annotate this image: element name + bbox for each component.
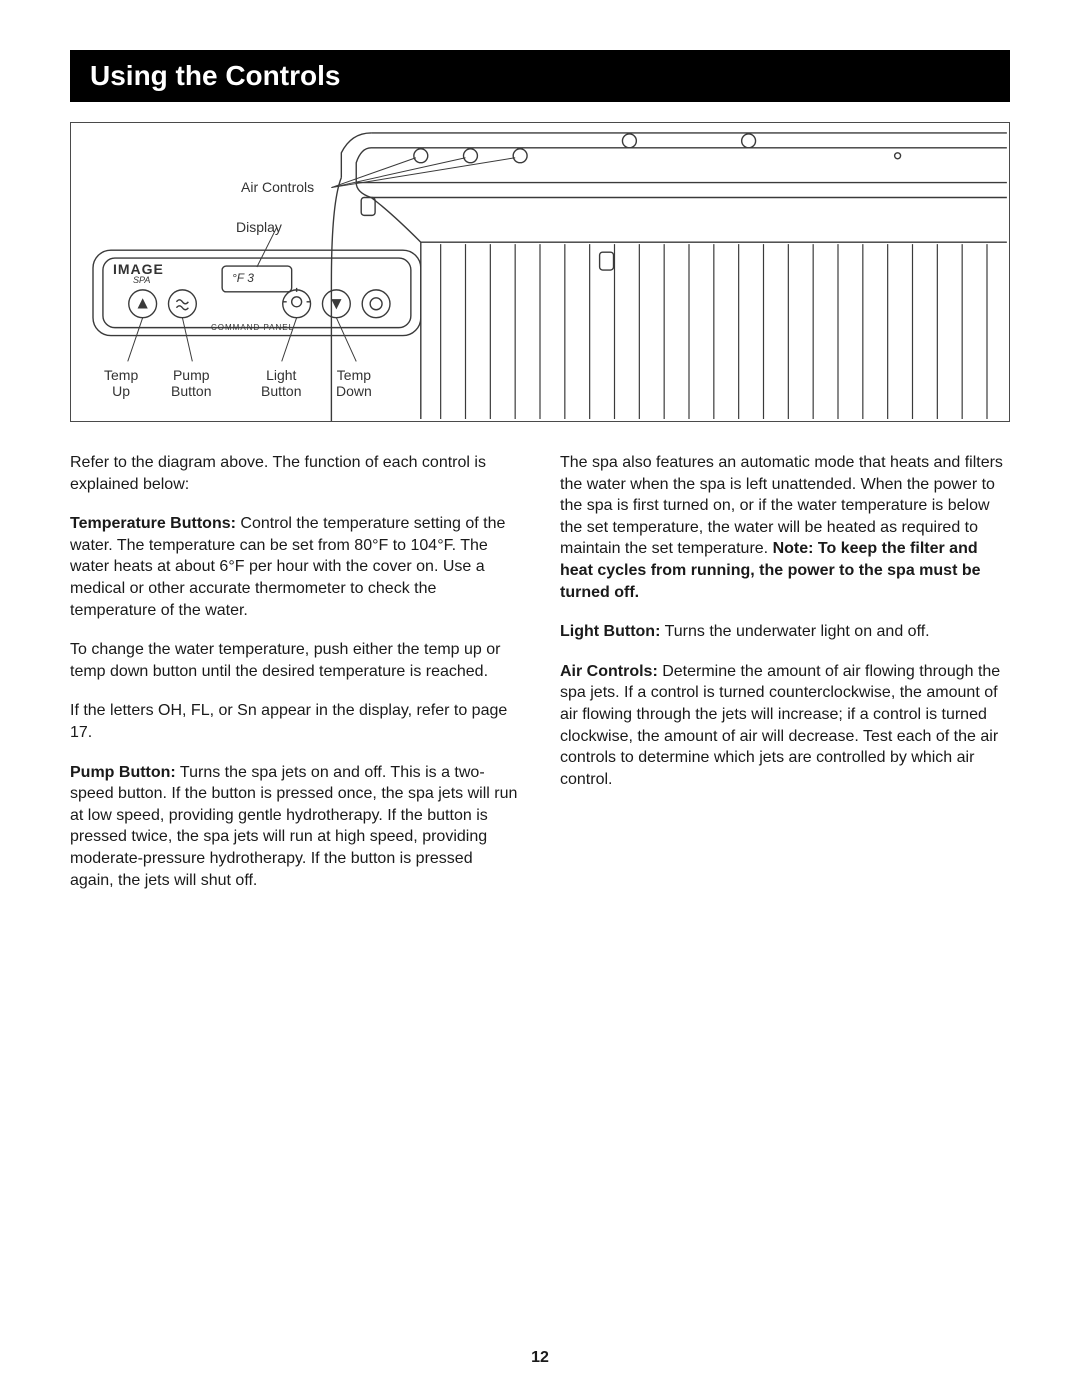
diagram-panel-sub: SPA [133, 275, 150, 285]
diagram-label-temp-down: Temp Down [336, 367, 372, 399]
manual-page: Using the Controls [0, 0, 1080, 1397]
body-paragraph: Refer to the diagram above. The function… [70, 452, 520, 495]
body-paragraph: If the letters OH, FL, or Sn appear in t… [70, 700, 520, 743]
spa-diagram-svg [71, 123, 1009, 421]
body-paragraph: Temperature Buttons: Control the tempera… [70, 513, 520, 621]
diagram-label-temp-up: Temp Up [104, 367, 138, 399]
text-run: Turns the underwater light on and off. [660, 623, 929, 640]
text-run: Turns the spa jets on and off. This is a… [70, 764, 517, 889]
diagram-label-display: Display [236, 219, 282, 235]
text-run: Refer to the diagram above. The function… [70, 454, 486, 493]
diagram-label-light-button: Light Button [261, 367, 301, 399]
body-paragraph: Light Button: Turns the underwater light… [560, 621, 1010, 643]
bold-run: Pump Button: [70, 764, 176, 781]
text-run: Determine the amount of air flowing thro… [560, 663, 1000, 788]
column-right: The spa also features an automatic mode … [560, 452, 1010, 909]
section-title-bar: Using the Controls [70, 50, 1010, 102]
diagram-label-air-controls: Air Controls [241, 179, 314, 195]
body-paragraph: Pump Button: Turns the spa jets on and o… [70, 762, 520, 892]
section-title: Using the Controls [90, 60, 340, 91]
diagram-label-pump-button: Pump Button [171, 367, 211, 399]
bold-run: Light Button: [560, 623, 660, 640]
diagram-display-text: °F 3 [232, 271, 254, 285]
bold-run: Air Controls: [560, 663, 658, 680]
body-paragraph: The spa also features an automatic mode … [560, 452, 1010, 603]
controls-diagram: Air Controls Display Temp Up Pump Button… [70, 122, 1010, 422]
text-run: If the letters OH, FL, or Sn appear in t… [70, 702, 507, 741]
body-paragraph: To change the water temperature, push ei… [70, 639, 520, 682]
diagram-panel-text: COMMAND PANEL [211, 323, 294, 332]
body-columns: Refer to the diagram above. The function… [70, 452, 1010, 909]
column-left: Refer to the diagram above. The function… [70, 452, 520, 909]
body-paragraph: Air Controls: Determine the amount of ai… [560, 661, 1010, 791]
text-run: To change the water temperature, push ei… [70, 641, 500, 680]
bold-run: Temperature Buttons: [70, 515, 236, 532]
page-number: 12 [0, 1349, 1080, 1367]
